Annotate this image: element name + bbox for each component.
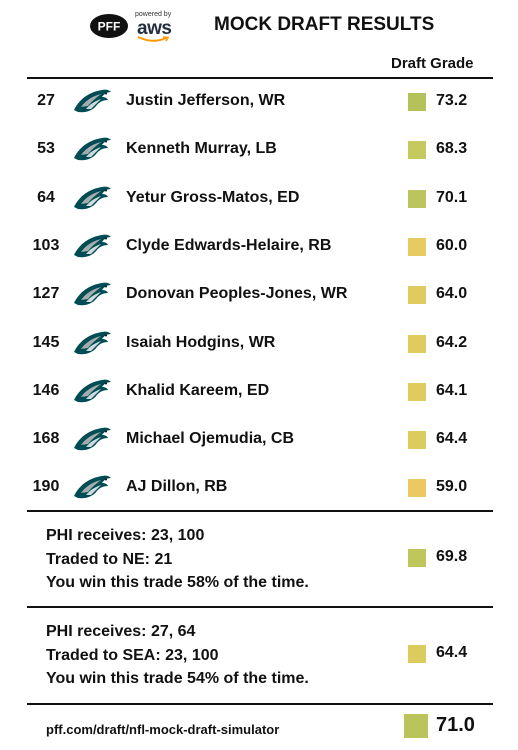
simulator-link[interactable]: pff.com/draft/nfl-mock-draft-simulator [46,722,280,737]
pick-number: 145 [32,333,60,351]
trade-divider [27,606,493,608]
player-grade: 68.3 [436,140,468,158]
eagles-logo-icon [72,328,112,360]
player-name: Clyde Edwards-Helaire, RB [126,236,332,254]
footer-divider [27,703,493,705]
grade-swatch [408,549,426,567]
trade-win-odds: You win this trade 58% of the time. [46,574,309,591]
pff-logo-icon: PFF [90,14,128,38]
powered-by-label: powered by [135,11,172,18]
trade-win-odds: You win this trade 54% of the time. [46,670,309,687]
grade-swatch [408,382,426,401]
player-grade: 59.0 [436,478,468,496]
grade-swatch [408,189,426,208]
trade-summary: PHI receives: 23, 100 Traded to NE: 21 Y… [0,512,518,608]
pick-row: 168 Michael Ojemudia, CB 64.4 [0,417,518,465]
player-name: Khalid Kareem, ED [126,381,270,399]
trade-grade: 69.8 [436,548,468,565]
footer: pff.com/draft/nfl-mock-draft-simulator 7… [0,706,518,750]
trade-traded-away: Traded to NE: 21 [46,551,173,568]
aws-wordmark: aws [137,18,172,39]
pick-number: 146 [32,381,60,399]
pick-number: 64 [37,188,55,206]
pick-row: 127 Donovan Peoples-Jones, WR 64.0 [0,272,518,320]
player-name: Yetur Gross-Matos, ED [126,188,300,206]
pick-number: 103 [32,236,60,254]
grade-swatch [408,334,426,353]
player-name: Michael Ojemudia, CB [126,430,295,448]
pick-row: 146 Khalid Kareem, ED 64.1 [0,369,518,417]
pick-row: 27 Justin Jefferson, WR 73.2 [0,79,518,127]
grade-swatch [408,645,426,663]
grade-swatch [408,141,426,160]
pick-row: 53 Kenneth Murray, LB 68.3 [0,127,518,175]
pick-number: 127 [32,285,60,303]
draft-grade-column-header: Draft Grade [391,55,474,72]
trade-receives: PHI receives: 27, 64 [46,623,196,640]
player-name: Justin Jefferson, WR [126,92,286,109]
header-divider [27,77,493,79]
pick-row: 64 Yetur Gross-Matos, ED 70.1 [0,176,518,224]
eagles-logo-icon [72,134,112,166]
trade-receives: PHI receives: 23, 100 [46,527,205,544]
eagles-logo-icon [72,279,112,311]
eagles-logo-icon [72,231,112,263]
grade-swatch [408,431,426,450]
page-title: MOCK DRAFT RESULTS [214,14,435,35]
pff-logo-text: PFF [98,20,121,34]
eagles-logo-icon [72,376,112,408]
pick-number: 53 [37,140,55,158]
player-name: Isaiah Hodgins, WR [126,333,276,351]
grade-swatch [408,93,426,111]
grade-swatch [408,286,426,305]
grade-swatch [408,479,426,498]
picks-divider [27,510,493,512]
player-name: Kenneth Murray, LB [126,140,277,158]
pick-number: 168 [32,430,60,448]
pick-number: 27 [37,92,55,109]
final-grade: 71.0 [436,714,475,736]
trade-traded-away: Traded to SEA: 23, 100 [46,647,219,664]
player-grade: 64.0 [436,285,468,303]
player-grade: 64.2 [436,333,468,351]
final-grade-swatch [404,714,428,738]
player-name: AJ Dillon, RB [126,478,228,496]
aws-logo-icon: powered by aws [133,9,179,43]
player-grade: 70.1 [436,188,468,206]
pick-row: 190 AJ Dillon, RB 59.0 [0,465,518,513]
eagles-logo-icon [72,183,112,215]
pick-row: 145 Isaiah Hodgins, WR 64.2 [0,321,518,369]
player-grade: 64.1 [436,381,468,399]
trade-grade: 64.4 [436,644,468,661]
trade-summary: PHI receives: 27, 64 Traded to SEA: 23, … [0,608,518,704]
eagles-logo-icon [72,472,112,504]
header: PFF powered by aws MOCK DRAFT RESULTS [0,0,518,52]
player-name: Donovan Peoples-Jones, WR [126,285,348,303]
aws-smile-icon [137,36,169,42]
player-grade: 73.2 [436,92,468,109]
player-grade: 64.4 [436,430,468,448]
pick-row: 103 Clyde Edwards-Helaire, RB 60.0 [0,224,518,272]
eagles-logo-icon [72,424,112,456]
player-grade: 60.0 [436,236,468,254]
pick-number: 190 [32,478,60,496]
grade-swatch [408,237,426,256]
eagles-logo-icon [72,86,112,118]
